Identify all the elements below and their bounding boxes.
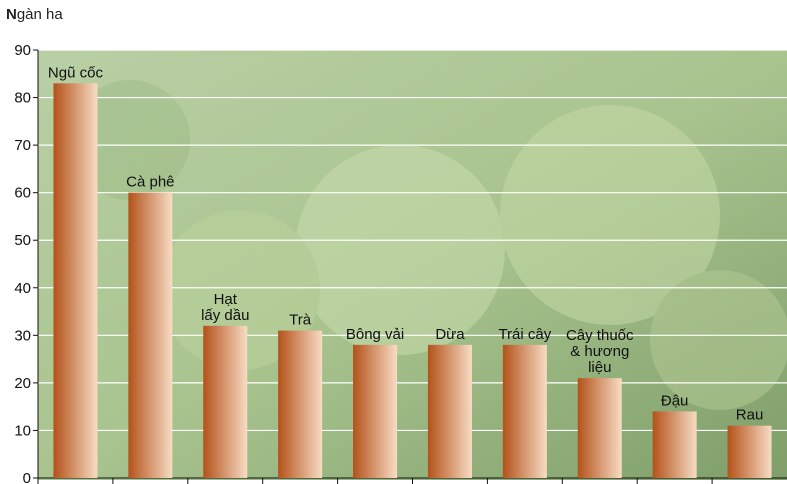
- bar-label: Bông vải: [346, 326, 404, 343]
- bar: [203, 325, 248, 478]
- y-tick-label: 40: [14, 280, 31, 297]
- y-tick-label: 90: [14, 42, 31, 59]
- bar-label: Dừa: [435, 326, 465, 343]
- y-tick-label: 70: [14, 137, 31, 154]
- bar-label: Ngũ cốc: [48, 64, 104, 81]
- bar: [727, 425, 772, 478]
- bar-label: Trà: [289, 312, 312, 329]
- bar: [427, 344, 472, 478]
- y-tick-label: 0: [23, 470, 31, 484]
- bar: [128, 192, 173, 478]
- bar: [353, 344, 398, 478]
- bar: [502, 344, 547, 478]
- bar-label: Rau: [736, 407, 764, 424]
- y-tick-label: 10: [14, 422, 31, 439]
- y-tick-label: 20: [14, 375, 31, 392]
- bar: [278, 330, 323, 478]
- y-tick-label: 60: [14, 185, 31, 202]
- photo-decoration: [70, 80, 787, 410]
- bar-label: Cây thuốc & hương liệu: [566, 327, 634, 376]
- bar-label: Đậu: [661, 392, 689, 409]
- bar: [53, 83, 98, 479]
- y-tick-label: 50: [14, 232, 31, 249]
- bar: [652, 411, 697, 478]
- bar-label: Hạt lấy dầu: [201, 291, 249, 324]
- y-tick-label: 80: [14, 90, 31, 107]
- y-tick-label: 30: [14, 327, 31, 344]
- y-axis-label: Ngàn ha: [6, 6, 63, 23]
- bar-label: Cà phê: [126, 174, 174, 191]
- bar: [577, 378, 622, 478]
- bar-label: Trái cây: [498, 326, 551, 343]
